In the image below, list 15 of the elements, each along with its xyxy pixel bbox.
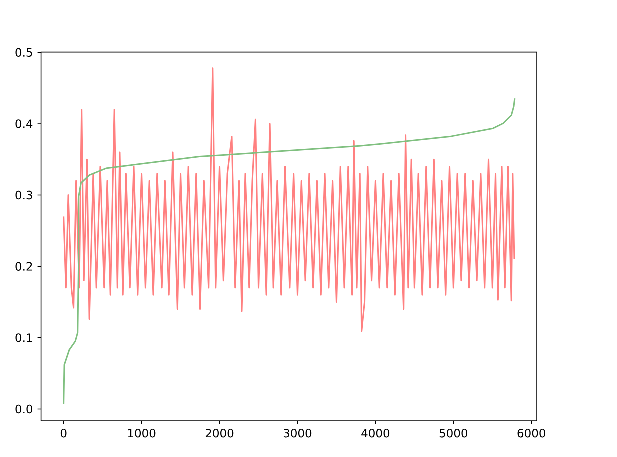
x-tick-label: 2000 xyxy=(206,429,234,438)
x-tick-label: 1000 xyxy=(128,429,156,438)
y-tick-label: 0.3 xyxy=(16,190,32,200)
x-tick-label: 6000 xyxy=(518,429,546,438)
x-tick-label: 0 xyxy=(60,429,67,438)
y-tick-label: 0.2 xyxy=(16,262,32,271)
y-tick-label: 0.1 xyxy=(16,334,32,342)
line-series xyxy=(63,98,516,405)
x-tick-label: 4000 xyxy=(362,429,390,438)
y-tick-label: 0.4 xyxy=(16,120,33,128)
line-series xyxy=(63,68,516,332)
y-tick-label: 0.5 xyxy=(16,48,32,57)
x-tick-label: 3000 xyxy=(284,429,312,438)
y-tick-label: 0.0 xyxy=(16,404,33,414)
x-tick-label: 5000 xyxy=(440,429,468,438)
